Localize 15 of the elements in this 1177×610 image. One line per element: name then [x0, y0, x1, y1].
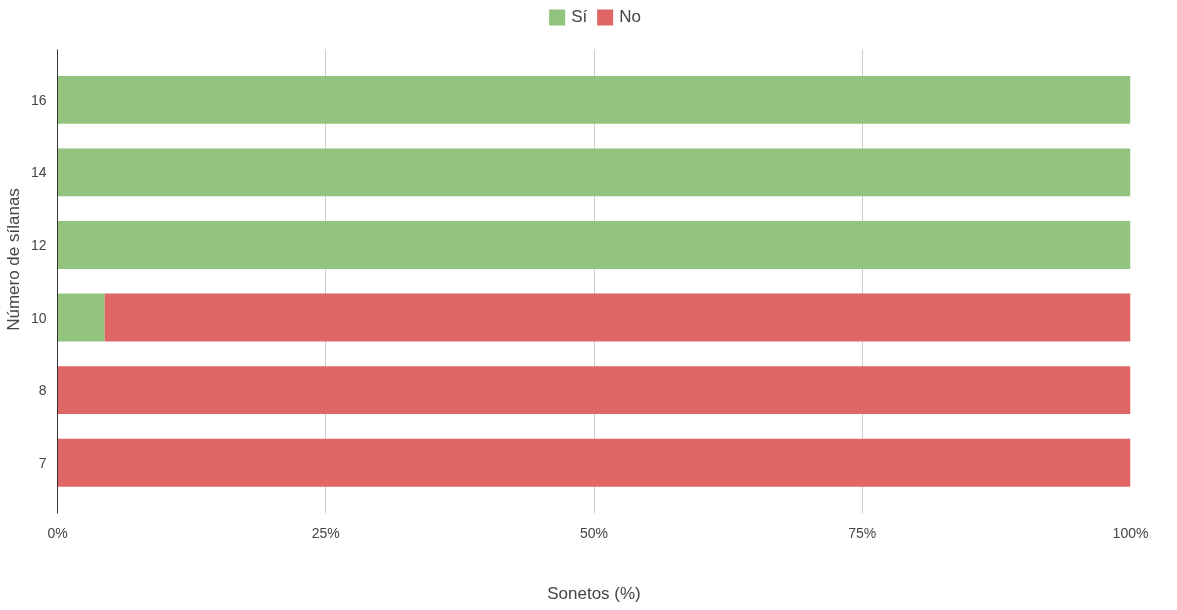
y-tick-label: 14	[30, 164, 47, 181]
x-tick-label: 50%	[579, 524, 609, 541]
x-axis-title: Sonetos (%)	[547, 583, 641, 603]
legend-label: Sí	[571, 7, 589, 27]
legend-label: No	[619, 7, 641, 27]
y-tick-label: 16	[30, 91, 47, 108]
x-tick-label: 25%	[311, 524, 340, 541]
x-tick-label: 100%	[1112, 524, 1149, 541]
y-tick-label: 12	[30, 236, 47, 253]
y-tick-label: 10	[30, 309, 47, 326]
x-tick-label: 0%	[47, 524, 68, 541]
y-tick-label: 7	[38, 454, 47, 471]
y-tick-label: 8	[38, 382, 47, 399]
y-axis-title: Número de sílanas	[3, 188, 23, 331]
x-tick-label: 75%	[848, 524, 877, 541]
